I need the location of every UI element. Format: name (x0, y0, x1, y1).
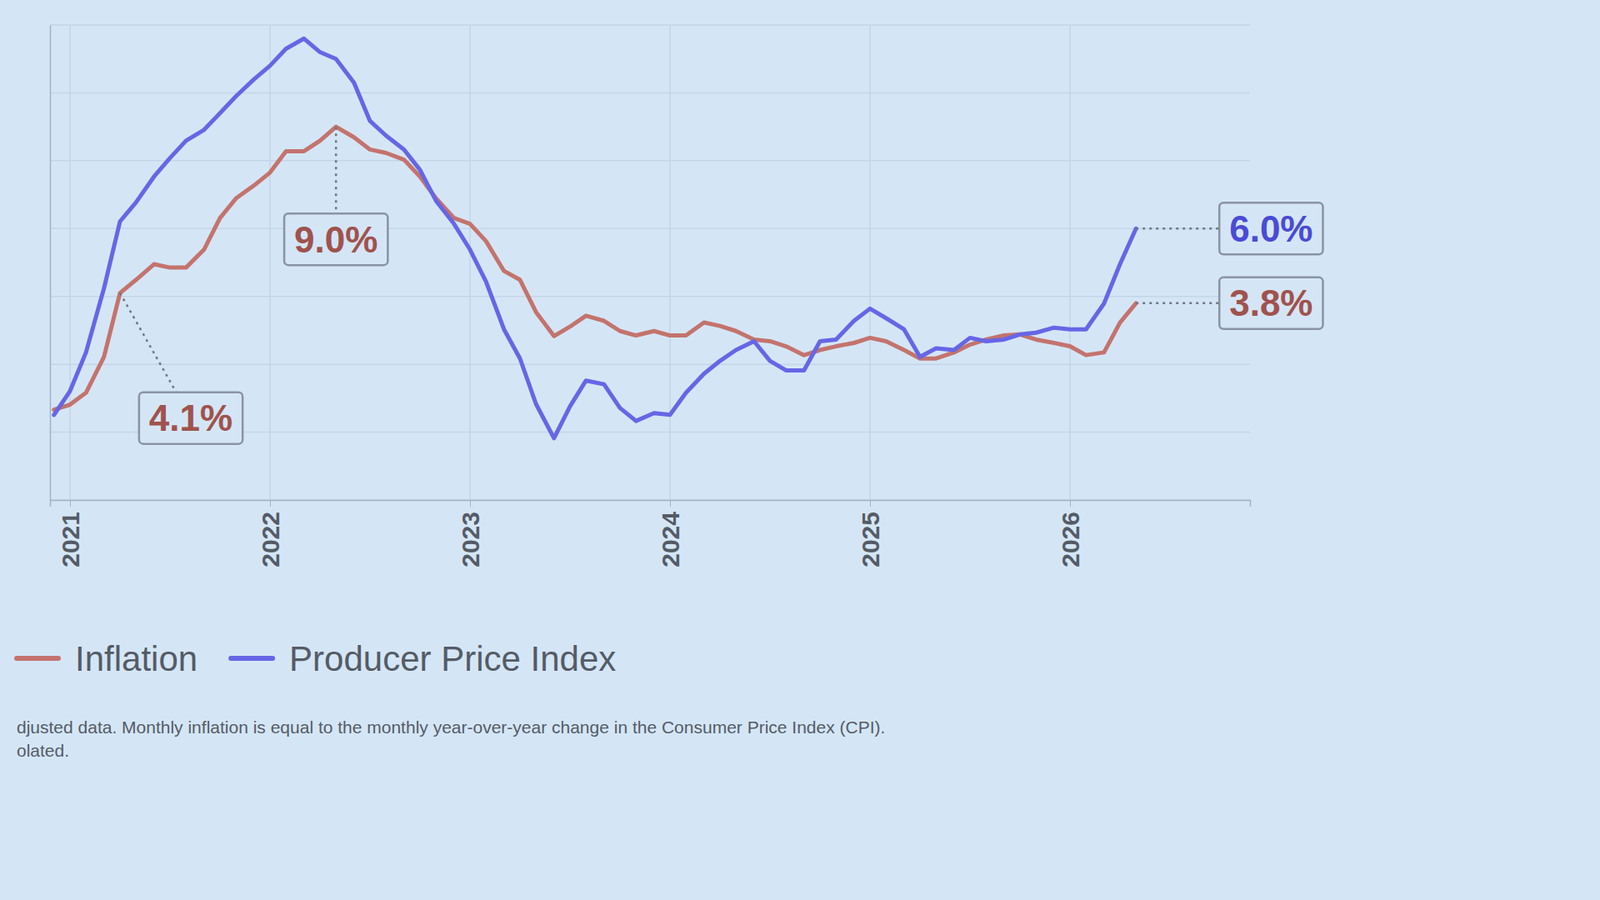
x-tick: 2025 (856, 500, 885, 568)
x-tick-mark (870, 500, 871, 507)
legend-label: Producer Price Index (289, 639, 616, 679)
x-tick: 2024 (656, 500, 685, 568)
annotation-box (284, 213, 388, 265)
series-line (54, 38, 1136, 439)
x-grid-line (1069, 25, 1071, 500)
annotation-box (1219, 202, 1323, 255)
x-grid-line (269, 25, 271, 500)
x-tick-mark (270, 500, 271, 507)
x-grid-line (69, 25, 71, 500)
annotation-label: 3.8% (1229, 282, 1313, 324)
x-grid-line (669, 25, 671, 500)
x-tick-label: 2022 (256, 511, 285, 568)
x-axis: 2021 2022 2023 2024 2025 2026 (50, 500, 1251, 568)
x-axis-line (50, 500, 1251, 508)
x-tick: 2026 (1056, 500, 1085, 568)
y-axis-line (50, 25, 52, 501)
annotation-label: 9.0% (294, 219, 378, 260)
annotation-box (1219, 277, 1323, 330)
annotation-label: 6.0% (1229, 208, 1313, 250)
x-grid-line (469, 25, 471, 500)
legend: Inflation Producer Price Index (16, 639, 616, 679)
chart: 2021 2022 2023 2024 2025 2026 4.1% 9.0% 6.0% 3.8%… (0, 0, 1600, 900)
annotations: 4.1% 9.0% 6.0% 3.8% (120, 126, 1323, 444)
x-tick-label: 2021 (56, 511, 85, 568)
annotation: 9.0% (284, 126, 388, 265)
series-group (54, 38, 1136, 439)
annotation-leader (1135, 227, 1220, 230)
annotation: 6.0% (1135, 202, 1323, 255)
legend-item: Inflation (16, 639, 198, 679)
x-tick-mark (470, 500, 471, 507)
grid (50, 25, 1250, 500)
annotation-leader (1135, 302, 1220, 305)
x-tick-label: 2023 (456, 511, 485, 568)
x-tick-label: 2024 (656, 511, 685, 568)
x-tick-label: 2026 (1056, 511, 1085, 568)
x-tick: 2023 (456, 500, 485, 568)
series-line (54, 126, 1136, 410)
annotation-label: 4.1% (149, 397, 233, 439)
x-tick-mark (1070, 500, 1071, 507)
x-tick: 2022 (256, 500, 285, 568)
legend-label: Inflation (75, 639, 198, 679)
annotation: 4.1% (120, 293, 243, 445)
x-tick-label: 2025 (856, 511, 885, 568)
legend-item: Producer Price Index (230, 639, 616, 679)
annotation: 3.8% (1135, 277, 1323, 330)
x-tick-mark (670, 500, 671, 507)
annotation-box (139, 392, 243, 445)
footnote: djusted data. Monthly inflation is equal… (16, 717, 885, 760)
x-tick-mark (70, 500, 71, 507)
x-grid-line (869, 25, 871, 500)
legend-swatch (16, 655, 59, 661)
footnote-line: olated. (16, 740, 70, 760)
footnote-line: djusted data. Monthly inflation is equal… (16, 717, 885, 737)
legend-swatch (230, 655, 273, 661)
x-tick: 2021 (56, 500, 85, 568)
y-axis (50, 25, 52, 501)
